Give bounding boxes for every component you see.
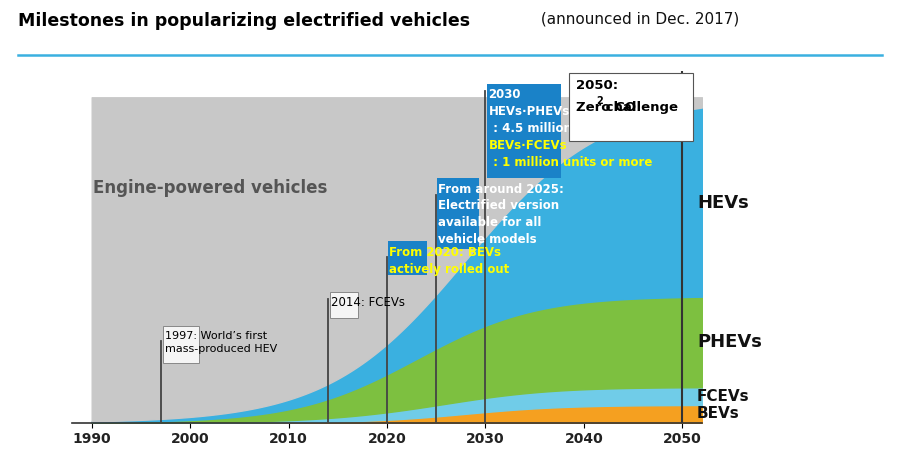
Text: HEVs·PHEVs: HEVs·PHEVs xyxy=(489,105,570,118)
FancyBboxPatch shape xyxy=(569,73,693,141)
FancyBboxPatch shape xyxy=(329,292,357,318)
Text: available for all: available for all xyxy=(438,217,542,229)
Text: Milestones in popularizing electrified vehicles: Milestones in popularizing electrified v… xyxy=(18,12,470,30)
Text: challenge: challenge xyxy=(600,101,678,114)
Text: BEVs: BEVs xyxy=(698,407,740,421)
Text: vehicle models: vehicle models xyxy=(438,233,537,247)
FancyBboxPatch shape xyxy=(437,178,479,249)
Text: From around 2025:: From around 2025: xyxy=(438,182,564,196)
Text: Electrified version: Electrified version xyxy=(438,200,560,212)
Text: HEVs: HEVs xyxy=(698,193,749,211)
Text: (announced in Dec. 2017): (announced in Dec. 2017) xyxy=(536,12,739,27)
Text: From 2020: BEVs: From 2020: BEVs xyxy=(389,246,501,259)
Text: 2030: 2030 xyxy=(489,88,521,101)
FancyBboxPatch shape xyxy=(388,241,427,276)
Text: 2050:: 2050: xyxy=(576,79,618,92)
Text: 2014: FCEVs: 2014: FCEVs xyxy=(331,296,405,310)
Text: FCEVs: FCEVs xyxy=(698,389,750,404)
FancyBboxPatch shape xyxy=(163,326,199,363)
Text: 2: 2 xyxy=(597,95,603,105)
Text: PHEVs: PHEVs xyxy=(698,333,762,351)
FancyBboxPatch shape xyxy=(487,84,562,178)
Text: actively rolled out: actively rolled out xyxy=(389,263,509,276)
Text: BEVs·FCEVs: BEVs·FCEVs xyxy=(489,139,567,152)
Text: : 1 million units or more: : 1 million units or more xyxy=(489,156,652,169)
Text: Engine-powered vehicles: Engine-powered vehicles xyxy=(93,180,327,198)
Text: Zero CO: Zero CO xyxy=(576,101,636,114)
Text: : 4.5 million units or more: : 4.5 million units or more xyxy=(489,122,665,135)
Text: 1997: World’s first
mass-produced HEV: 1997: World’s first mass-produced HEV xyxy=(165,331,277,354)
